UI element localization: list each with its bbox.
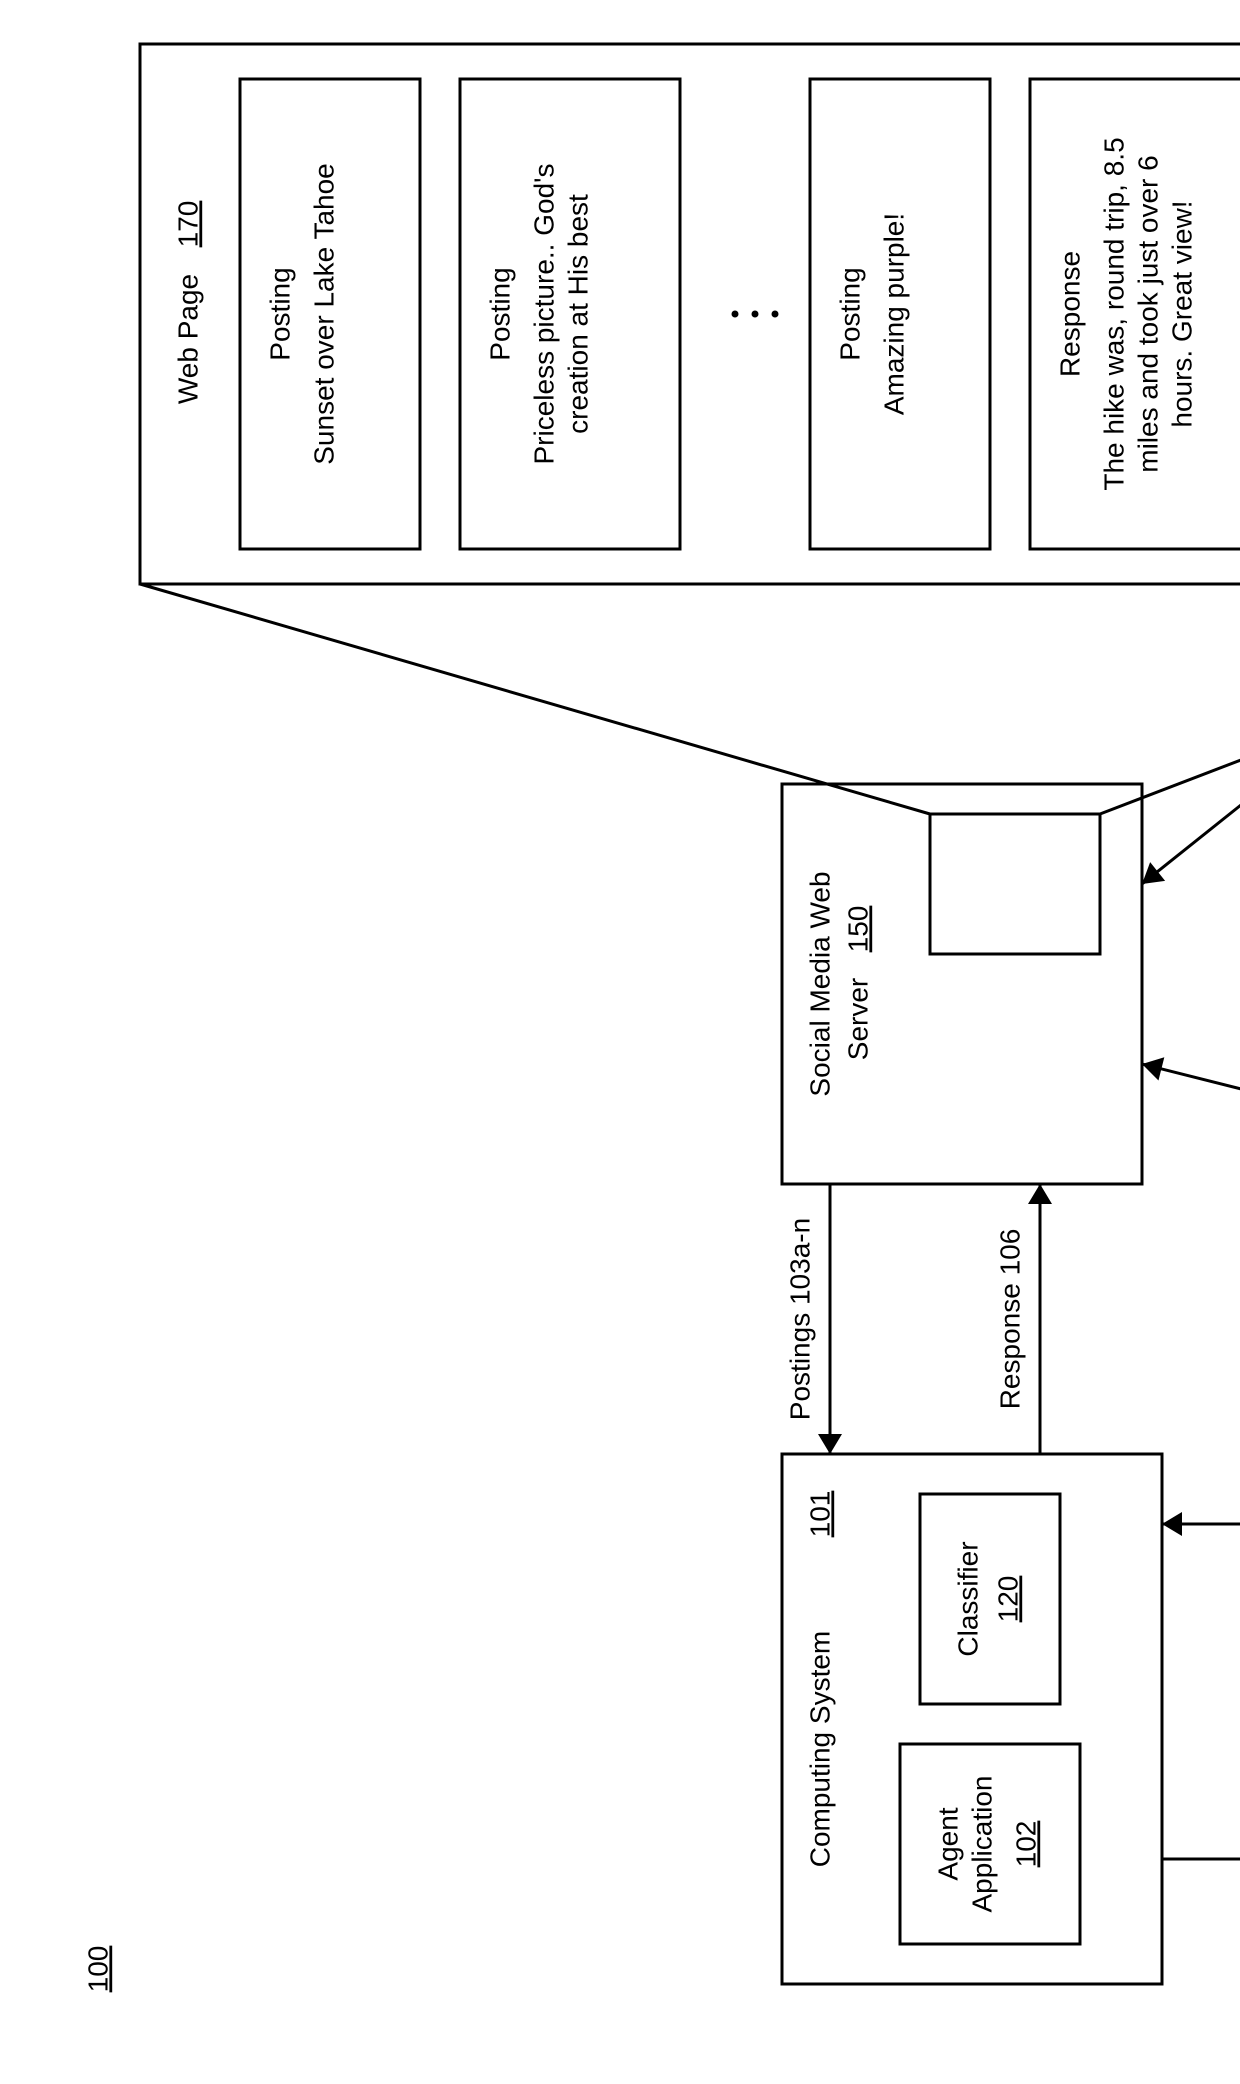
svg-text:Amazing purple!: Amazing purple! — [878, 213, 909, 415]
svg-text:170: 170 — [172, 201, 203, 248]
svg-text:Posting: Posting — [834, 267, 865, 360]
svg-text:Social Media Web: Social Media Web — [804, 871, 835, 1096]
social_inner-box — [930, 814, 1100, 954]
svg-text:Application: Application — [966, 1776, 997, 1913]
svg-text:120: 120 — [992, 1576, 1023, 1623]
svg-text:Response: Response — [1054, 251, 1085, 377]
svg-text:Computing System: Computing System — [804, 1631, 835, 1868]
svg-text:Posting: Posting — [264, 267, 295, 360]
svg-text:100: 100 — [82, 1946, 113, 1993]
svg-text:Web Page: Web Page — [172, 274, 203, 404]
svg-text:Agent: Agent — [932, 1807, 963, 1880]
svg-text:hours. Great view!: hours. Great view! — [1166, 200, 1197, 427]
svg-text:Server: Server — [842, 978, 873, 1060]
svg-text:miles and took just over 6: miles and took just over 6 — [1132, 155, 1163, 473]
svg-text:Sunset over Lake Tahoe: Sunset over Lake Tahoe — [308, 163, 339, 464]
svg-text:creation at His best: creation at His best — [562, 194, 593, 434]
svg-text:Postings 103a-n: Postings 103a-n — [784, 1218, 815, 1420]
svg-text:Priceless picture.. God's: Priceless picture.. God's — [528, 163, 559, 464]
svg-text:Response 106: Response 106 — [994, 1229, 1025, 1410]
svg-text:102: 102 — [1010, 1821, 1041, 1868]
svg-text:150: 150 — [842, 906, 873, 953]
svg-text:Classifier: Classifier — [952, 1541, 983, 1656]
svg-text:The hike was, round trip, 8.5: The hike was, round trip, 8.5 — [1098, 137, 1129, 490]
svg-text:101: 101 — [804, 1491, 835, 1538]
svg-text:Posting: Posting — [484, 267, 515, 360]
classifier-box — [920, 1494, 1060, 1704]
